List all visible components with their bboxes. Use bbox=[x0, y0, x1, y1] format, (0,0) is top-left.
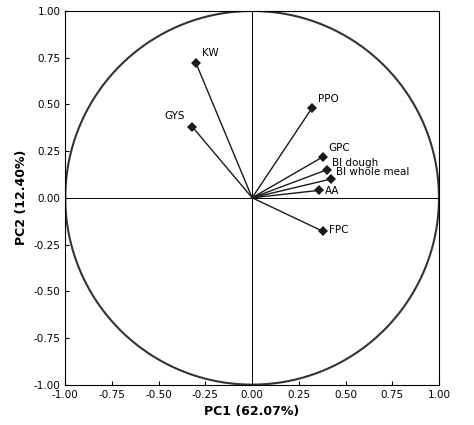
Text: BI dough: BI dough bbox=[332, 158, 379, 168]
Text: PPO: PPO bbox=[318, 94, 338, 105]
Text: GPC: GPC bbox=[329, 143, 350, 153]
Text: GYS: GYS bbox=[164, 111, 185, 121]
Text: KW: KW bbox=[201, 48, 219, 58]
X-axis label: PC1 (62.07%): PC1 (62.07%) bbox=[204, 405, 300, 418]
Text: BI whole meal: BI whole meal bbox=[336, 167, 410, 177]
Text: AA: AA bbox=[325, 186, 339, 196]
Y-axis label: PC2 (12.40%): PC2 (12.40%) bbox=[15, 150, 28, 246]
Text: FPC: FPC bbox=[329, 225, 348, 235]
